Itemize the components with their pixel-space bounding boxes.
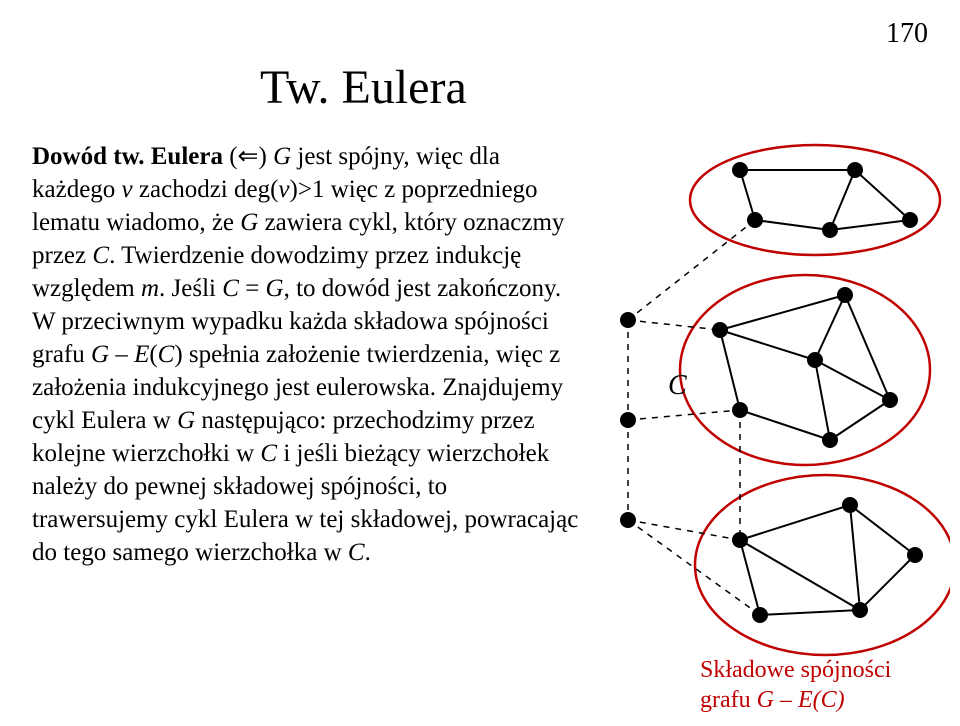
caption-line-1: Składowe spójności: [700, 657, 891, 683]
page-title: Tw. Eulera: [260, 60, 467, 115]
caption-line-2-math: G – E(C): [757, 687, 845, 713]
proof-body: Dowód tw. Eulera (⇐) G jest spójny, więc…: [32, 140, 582, 569]
page-number: 170: [886, 18, 928, 50]
caption-line-2-prefix: grafu: [700, 687, 757, 713]
graph-diagram: [600, 130, 950, 690]
proof-heading: Dowód tw. Eulera: [32, 143, 223, 170]
diagram-caption: Składowe spójności grafu G – E(C): [700, 655, 950, 715]
proof-text: (⇐) G jest spójny, więc dla każdego v za…: [32, 143, 578, 566]
cycle-c-label: C: [668, 370, 687, 402]
